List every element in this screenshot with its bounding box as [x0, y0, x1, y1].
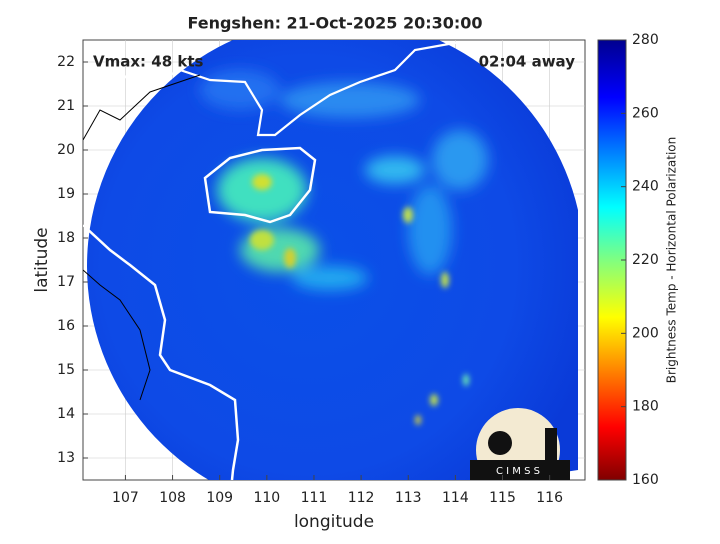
x-tick-label: 111 — [301, 490, 328, 506]
x-tick-label: 109 — [206, 490, 233, 506]
y-tick-label: 18 — [57, 230, 75, 246]
colorbar-label: Brightness Temp - Horizontal Polarizatio… — [665, 137, 679, 384]
y-tick-label: 13 — [57, 450, 75, 466]
colorbar-tick-label: 220 — [632, 252, 659, 268]
colorbar-tick-label: 280 — [632, 32, 659, 48]
y-axis-label: latitude — [32, 227, 52, 292]
x-tick-label: 108 — [159, 490, 186, 506]
y-tick-label: 15 — [57, 362, 75, 378]
x-tick-label: 112 — [348, 490, 375, 506]
time-away-label: 02:04 away — [479, 53, 576, 71]
colorbar-tick-label: 200 — [632, 325, 659, 341]
x-tick-label: 114 — [442, 490, 469, 506]
y-tick-label: 20 — [57, 142, 75, 158]
y-tick-label: 14 — [57, 406, 75, 422]
colorbar-tick-label: 160 — [632, 472, 659, 488]
y-tick-label: 22 — [57, 54, 75, 70]
colorbar-tick-label: 180 — [632, 399, 659, 415]
y-tick-label: 21 — [57, 98, 75, 114]
vmax-label: Vmax: 48 kts — [93, 53, 203, 71]
logo-text: C I M S S — [496, 466, 540, 477]
x-tick-label: 110 — [253, 490, 280, 506]
colorbar-tick-label: 240 — [632, 179, 659, 195]
y-tick-label: 16 — [57, 318, 75, 334]
x-tick-label: 115 — [489, 490, 516, 506]
y-tick-label: 19 — [57, 186, 75, 202]
x-tick-label: 113 — [395, 490, 422, 506]
satellite-image: C I M S S — [83, 40, 578, 480]
x-tick-label: 116 — [536, 490, 563, 506]
x-axis-label: longitude — [294, 512, 374, 532]
x-tick-label: 107 — [112, 490, 139, 506]
y-tick-label: 17 — [57, 274, 75, 290]
colorbar-tick-label: 260 — [632, 105, 659, 121]
title: Fengshen: 21-Oct-2025 20:30:00 — [187, 14, 482, 33]
